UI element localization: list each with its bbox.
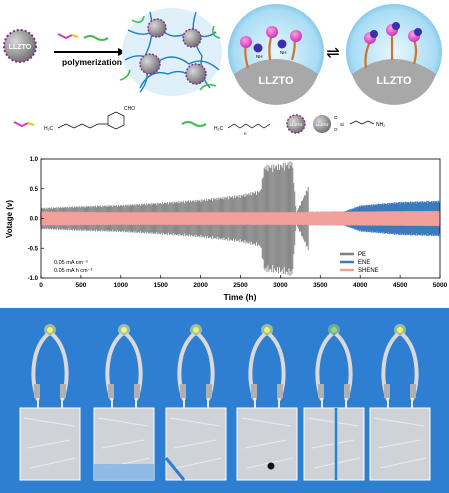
led-bulb <box>47 327 53 333</box>
pouch-wrinkles <box>373 417 427 469</box>
annotation-capacity: 0.05 mA h cm⁻² <box>54 268 93 274</box>
llzto-particle: LLZTO <box>3 29 37 63</box>
clip-left <box>34 384 40 398</box>
pouch-cell-2 <box>93 324 155 481</box>
clip-right <box>134 384 140 398</box>
clip-left <box>108 384 114 398</box>
legend-grafted-silane: LLZTO O O Si NH₂ <box>313 115 385 133</box>
pouch-cell-3 <box>164 324 227 481</box>
polymer-network <box>119 8 222 96</box>
voltage-time-chart: 0 500 1000 1500 2000 2500 3000 3500 4000 4500 5000… <box>5 157 448 302</box>
x-axis-ticks: 0 500 1000 1500 2000 2500 3000 3500 4000 4500 5000 <box>39 275 448 289</box>
legend-label-pe: PE <box>358 252 366 258</box>
clip-right <box>206 384 212 398</box>
pouch-cells <box>19 324 431 481</box>
svg-text:LLZTO: LLZTO <box>9 44 32 51</box>
svg-text:LLZTO: LLZTO <box>376 75 412 87</box>
monomer-icons <box>57 33 109 41</box>
pouch-cell-6 <box>369 324 431 481</box>
svg-text:LLZTO: LLZTO <box>290 122 303 127</box>
pouch-cell-5 <box>303 324 365 481</box>
chart-legend: PE ENE SHENE <box>340 252 379 274</box>
pouch-wrinkles <box>23 417 77 469</box>
x-tick-label: 1000 <box>114 282 129 289</box>
y-tick-label: 0.0 <box>30 217 39 223</box>
y-tick-label: 1.0 <box>30 157 39 163</box>
svg-text:NH: NH <box>256 54 263 59</box>
x-tick-label: 4500 <box>393 282 408 289</box>
y-axis-label: Votage (v) <box>5 200 14 238</box>
annotation-current: 0.05 mA cm⁻² <box>54 260 88 266</box>
svg-text:NH: NH <box>280 50 287 55</box>
chart-series-layer <box>40 160 441 277</box>
svg-text:LLZTO: LLZTO <box>258 75 294 87</box>
led-bulb <box>121 327 127 333</box>
led-bulb <box>397 327 403 333</box>
x-tick-label: 4000 <box>353 282 368 289</box>
svg-text:CHO: CHO <box>124 106 135 112</box>
pouch-cell-4 <box>236 324 298 481</box>
svg-text:H₂C: H₂C <box>44 126 54 132</box>
pouch-wrinkles <box>169 417 223 469</box>
svg-text:polymerization: polymerization <box>62 57 122 67</box>
cut-corner <box>164 457 186 481</box>
x-tick-label: 500 <box>75 282 86 289</box>
svg-text:O: O <box>334 115 338 120</box>
clip-left <box>180 384 186 398</box>
x-tick-label: 2000 <box>193 282 208 289</box>
led-bulb <box>264 327 270 333</box>
svg-text:O: O <box>334 127 338 132</box>
y-tick-label: -1.0 <box>28 276 39 282</box>
x-tick-label: 3000 <box>273 282 288 289</box>
x-axis-label: Time (h) <box>224 292 257 302</box>
grafted-particle-bubble-left: LLZTO NH NH <box>228 4 324 105</box>
svg-text:H₃C: H₃C <box>214 126 224 132</box>
y-tick-label: 0.5 <box>30 187 39 193</box>
clip-right <box>60 384 66 398</box>
series-shene <box>40 210 441 227</box>
x-tick-label: 3500 <box>313 282 328 289</box>
x-tick-label: 2500 <box>233 282 248 289</box>
pouch-cell-led-photo <box>0 308 449 493</box>
led-bulb <box>193 327 199 333</box>
legend-filler: LLZTO <box>286 114 306 134</box>
polymerization-arrow: polymerization <box>54 48 126 67</box>
legend-label-ene: ENE <box>358 260 370 266</box>
led-bulb <box>331 327 337 333</box>
clip-left <box>318 384 324 398</box>
clip-right <box>277 384 283 398</box>
clip-left <box>251 384 257 398</box>
svg-text:LLZTO: LLZTO <box>316 122 329 127</box>
clip-right <box>344 384 350 398</box>
clip-left <box>384 384 390 398</box>
cut-edge <box>94 464 154 480</box>
y-axis-ticks: -1.0 -0.5 0.0 0.5 1.0 <box>28 157 44 282</box>
clip-right <box>410 384 416 398</box>
pouch-cell-1 <box>19 324 81 481</box>
synthesis-schematic: LLZTO polymerization LLZTO <box>3 4 442 136</box>
x-tick-label: 5000 <box>433 282 448 289</box>
x-tick-label: 1500 <box>153 282 168 289</box>
puncture-hole <box>267 462 275 470</box>
legend-peg: H₃C n <box>181 121 271 136</box>
svg-text:Si: Si <box>340 122 344 127</box>
x-tick-label: 0 <box>39 282 43 289</box>
legend-monomer: H₂C CHO <box>13 106 135 132</box>
svg-text:NH₂: NH₂ <box>376 122 385 128</box>
y-tick-label: -0.5 <box>28 246 39 252</box>
equilibrium-symbol: ⇌ <box>326 45 339 62</box>
svg-text:n: n <box>244 131 247 136</box>
legend-label-shene: SHENE <box>358 268 379 274</box>
grafted-particle-bubble-right: LLZTO <box>346 4 442 105</box>
